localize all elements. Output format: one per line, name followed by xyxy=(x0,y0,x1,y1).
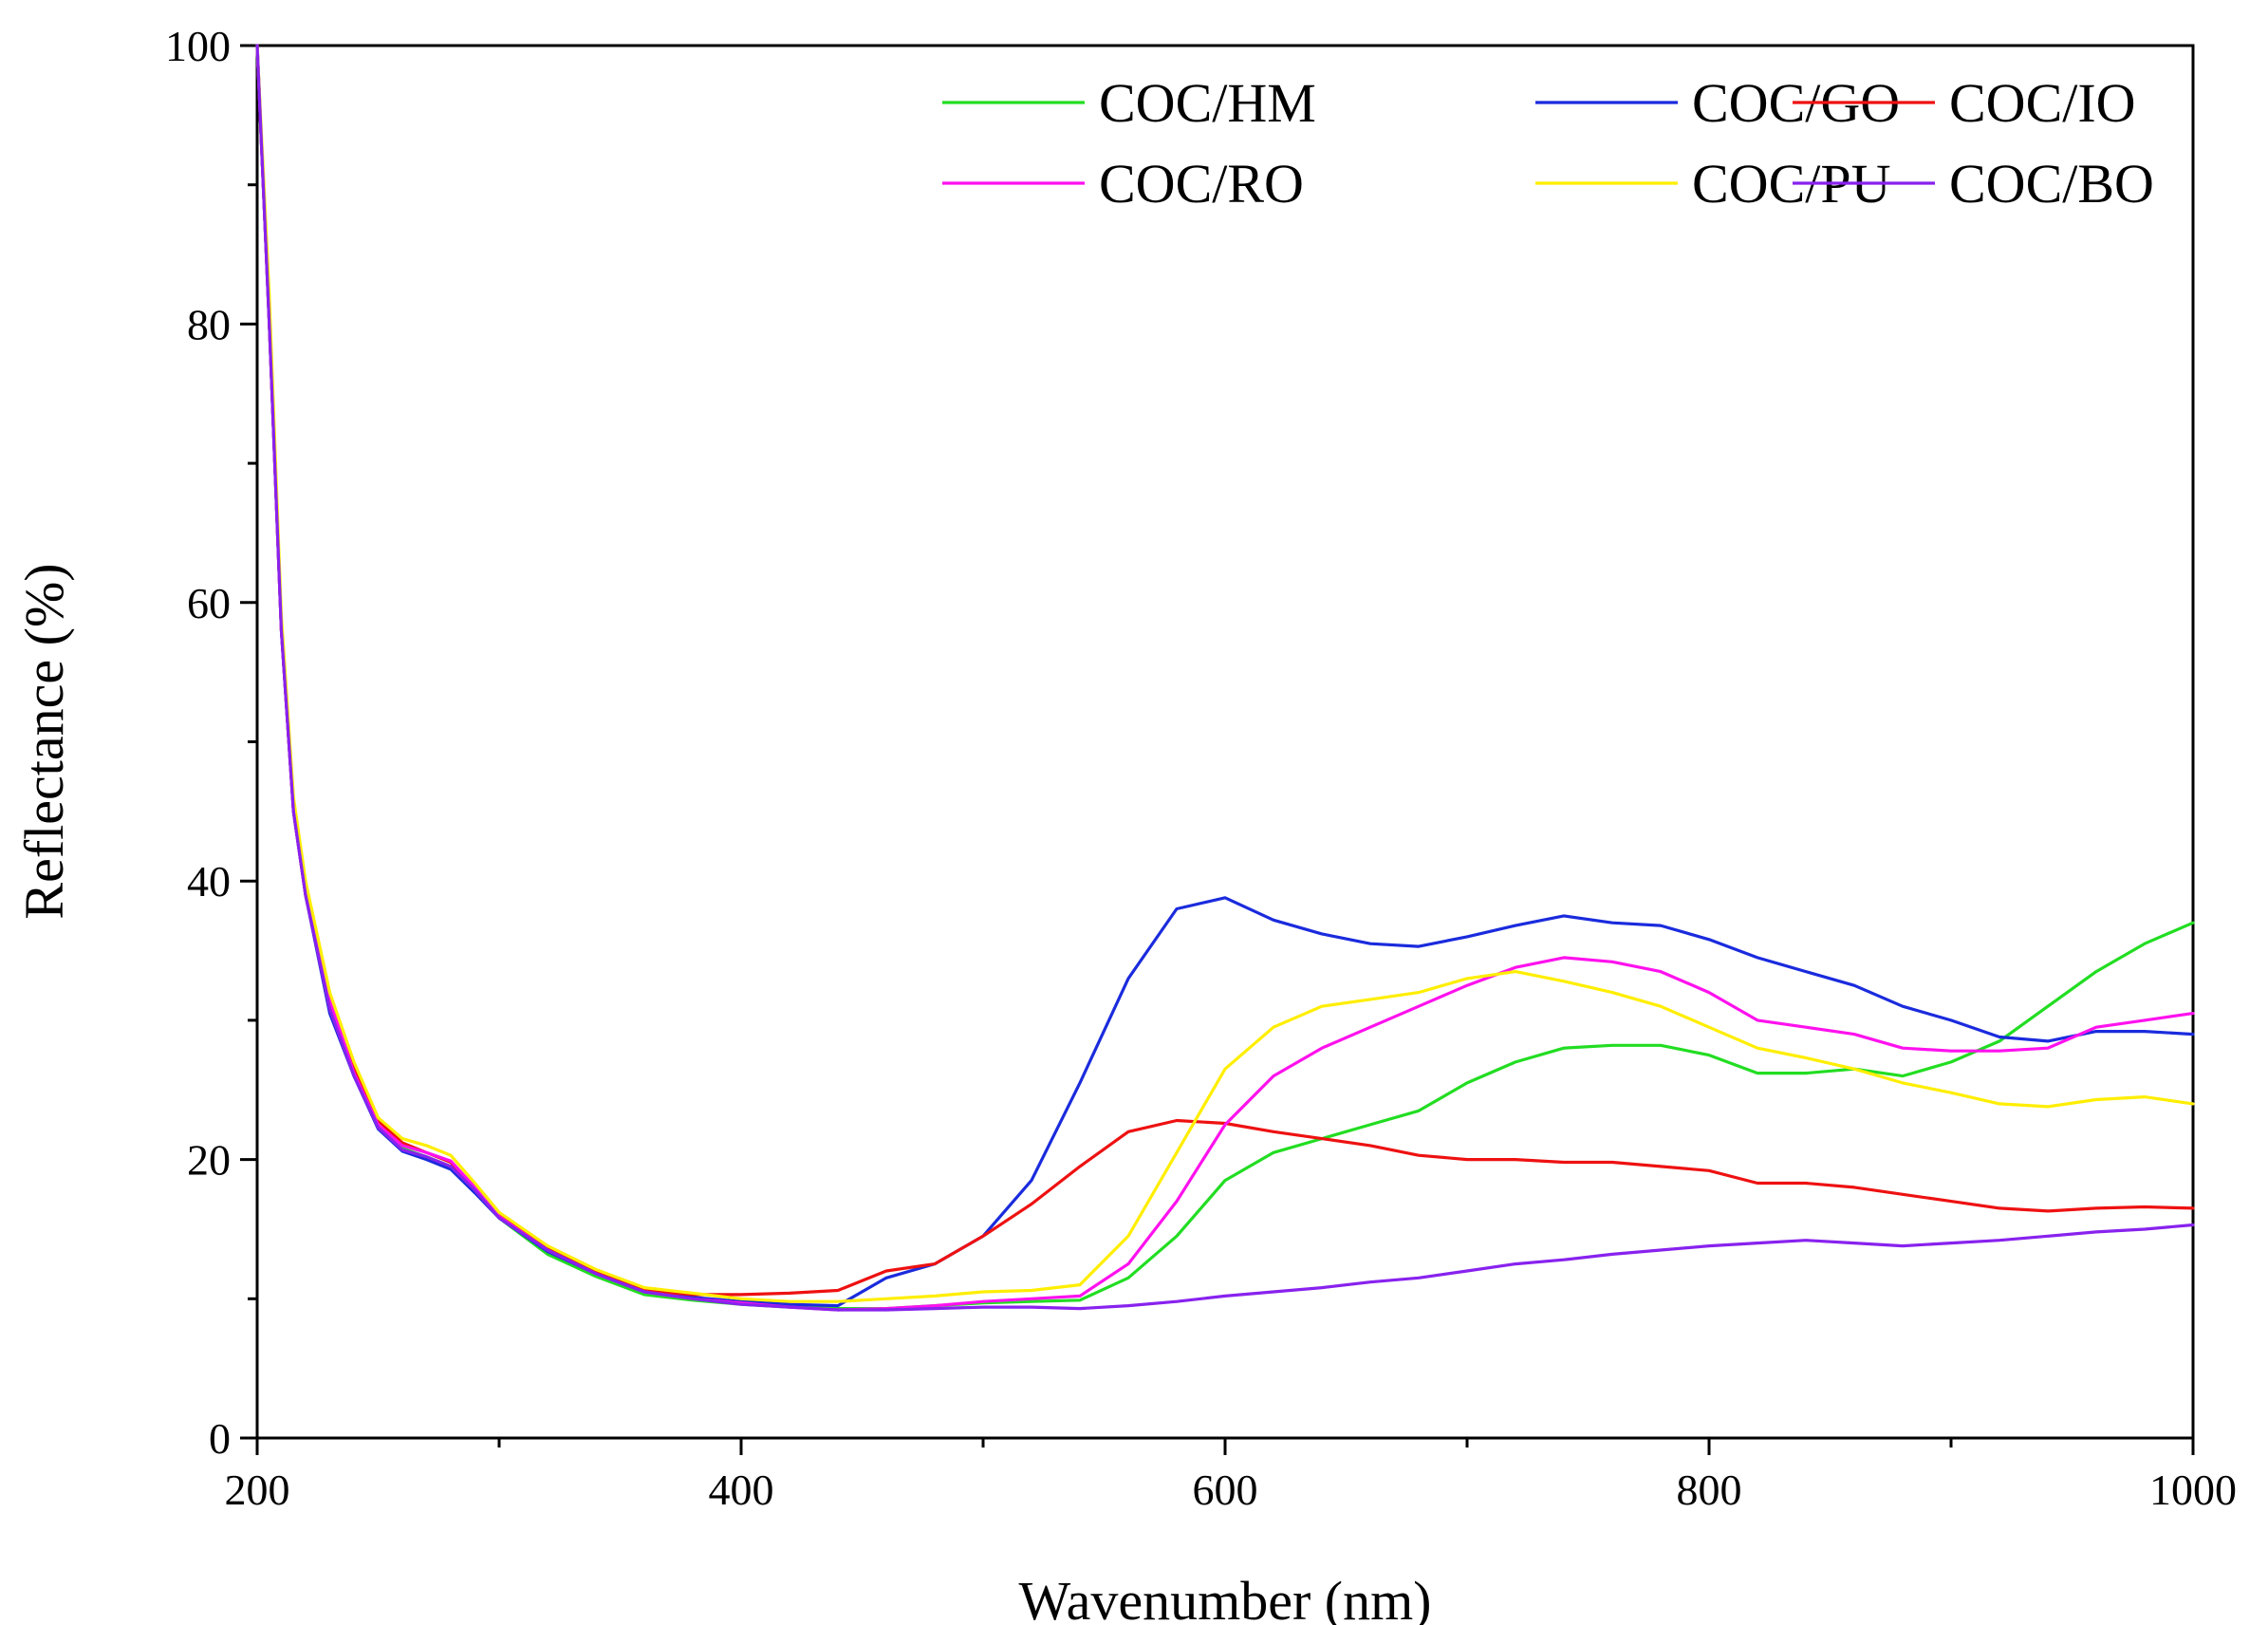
series-line-coc-io xyxy=(255,44,2195,1297)
x-tick-label: 600 xyxy=(1193,1466,1258,1514)
y-tick-label: 0 xyxy=(209,1414,231,1463)
y-axis-title: Reflectance (%) xyxy=(13,563,75,919)
series-line-coc-go xyxy=(255,44,2195,1308)
series-lines xyxy=(255,44,2195,1312)
legend-label-coc-ro: COC/RO xyxy=(1099,153,1304,215)
y-tick-label: 60 xyxy=(187,579,231,627)
y-tick-label: 80 xyxy=(187,300,231,348)
y-tick-label: 40 xyxy=(187,857,231,906)
y-tick-label: 100 xyxy=(165,22,231,70)
series-line-coc-bo xyxy=(255,44,2195,1312)
x-axis-ticks: 200 400 600 800 1000 xyxy=(225,1438,2237,1514)
plot-frame xyxy=(255,44,2195,1440)
series-line-coc-ro xyxy=(255,44,2195,1312)
y-tick-label: 20 xyxy=(187,1136,231,1185)
x-tick-label: 1000 xyxy=(2149,1466,2237,1514)
x-tick-label: 400 xyxy=(709,1466,774,1514)
legend-label-coc-bo: COC/BO xyxy=(1949,153,2154,215)
y-axis-ticks: 0 20 40 60 80 100 xyxy=(165,22,257,1463)
x-tick-label: 800 xyxy=(1677,1466,1742,1514)
series-line-coc-pu xyxy=(255,44,2195,1303)
series-line-coc-hm xyxy=(255,44,2195,1311)
x-tick-label: 200 xyxy=(225,1466,290,1514)
x-axis-title: Wavenumber (nm) xyxy=(1019,1570,1432,1625)
legend-label-coc-io: COC/IO xyxy=(1949,72,2136,134)
legend-label-coc-hm: COC/HM xyxy=(1099,72,1316,134)
